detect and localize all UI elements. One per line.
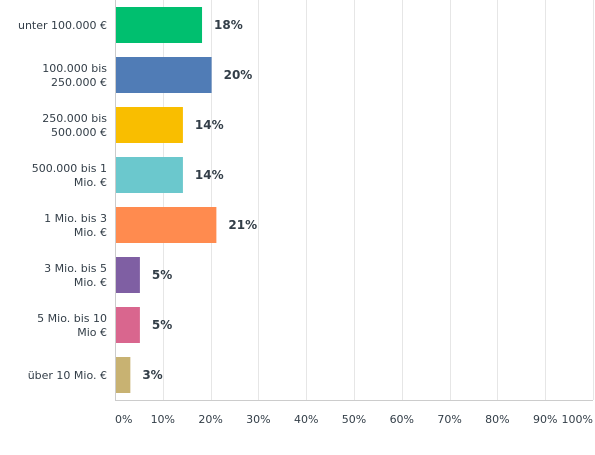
x-tick-label: 100% [562, 413, 593, 426]
category-label: Mio. € [74, 276, 107, 289]
data-label: 21% [228, 218, 257, 232]
x-tick-label: 70% [437, 413, 461, 426]
bar [116, 107, 183, 143]
category-label: 5 Mio. bis 10 [37, 312, 107, 325]
category-label: 250.000 € [51, 76, 107, 89]
bar [116, 57, 212, 93]
x-tick-label: 60% [390, 413, 414, 426]
data-label: 5% [152, 318, 172, 332]
category-label: 1 Mio. bis 3 [44, 212, 107, 225]
data-label: 20% [224, 68, 253, 82]
category-label: 3 Mio. bis 5 [44, 262, 107, 275]
x-tick-label: 10% [151, 413, 175, 426]
bar [116, 207, 217, 243]
data-label: 5% [152, 268, 172, 282]
category-label: 500.000 bis 1 [32, 162, 107, 175]
bar [116, 7, 203, 43]
x-tick-label: 0% [115, 413, 132, 426]
bar [116, 357, 131, 393]
category-label: Mio. € [74, 176, 107, 189]
category-label: Mio € [77, 326, 107, 339]
data-label: 14% [195, 118, 224, 132]
data-label: 18% [214, 18, 243, 32]
category-label: Mio. € [74, 226, 107, 239]
bar [116, 157, 183, 193]
category-label: unter 100.000 € [18, 19, 107, 32]
x-tick-label: 50% [342, 413, 366, 426]
x-tick-label: 20% [198, 413, 222, 426]
bar [116, 307, 140, 343]
x-tick-label: 80% [485, 413, 509, 426]
x-tick-label: 90% [533, 413, 557, 426]
category-label: 100.000 bis [42, 62, 107, 75]
x-tick-label: 30% [246, 413, 270, 426]
category-label: über 10 Mio. € [28, 369, 107, 382]
bar [116, 257, 140, 293]
data-label: 3% [142, 368, 162, 382]
x-tick-label: 40% [294, 413, 318, 426]
category-label: 500.000 € [51, 126, 107, 139]
category-label: 250.000 bis [42, 112, 107, 125]
data-label: 14% [195, 168, 224, 182]
